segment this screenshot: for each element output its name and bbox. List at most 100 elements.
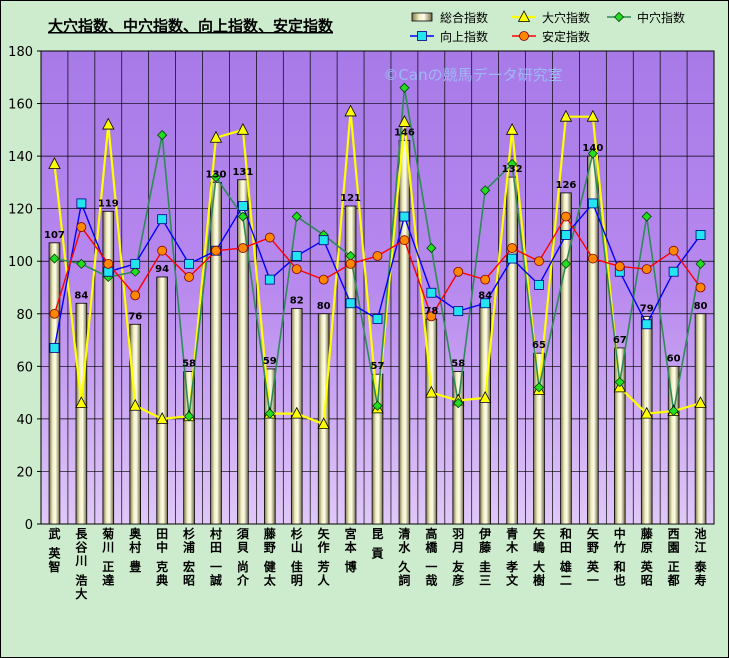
data-point xyxy=(49,343,60,353)
data-point xyxy=(561,230,571,240)
data-label: 140 xyxy=(582,143,603,154)
bar xyxy=(264,368,276,525)
data-point xyxy=(75,396,88,409)
data-point xyxy=(264,232,275,243)
data-point xyxy=(614,261,625,272)
data-point xyxy=(372,400,383,411)
data-point xyxy=(49,253,60,264)
y-tick-label: 140 xyxy=(8,150,33,165)
category-label: 杉浦 宏昭 xyxy=(183,526,195,588)
data-point xyxy=(236,122,250,135)
data-label: 60 xyxy=(667,353,681,364)
category-label: 杉山 佳明 xyxy=(291,526,303,588)
data-point xyxy=(76,198,87,209)
data-point xyxy=(211,245,221,256)
data-point xyxy=(399,211,410,222)
data-point xyxy=(237,201,248,211)
data-point xyxy=(318,274,329,285)
data-point xyxy=(130,266,141,277)
data-point xyxy=(559,109,573,122)
data-point xyxy=(453,266,464,277)
data-point xyxy=(291,264,302,275)
category-label: 菊川 正達 xyxy=(101,526,114,588)
y-tick-label: 80 xyxy=(16,308,33,323)
data-label: 126 xyxy=(556,180,577,191)
category-label: 昆 貢 xyxy=(371,527,383,561)
y-tick-label: 40 xyxy=(16,413,33,428)
bar xyxy=(183,371,195,525)
data-point xyxy=(641,264,652,275)
data-point xyxy=(103,258,114,269)
data-point xyxy=(587,198,598,209)
data-point xyxy=(453,398,464,409)
data-point xyxy=(534,256,544,267)
y-tick-label: 180 xyxy=(8,45,33,60)
data-point xyxy=(130,290,141,301)
data-point xyxy=(479,391,492,403)
data-point xyxy=(237,243,248,253)
data-label: 76 xyxy=(128,311,142,322)
legend-label: 大穴指数 xyxy=(542,10,590,25)
data-point xyxy=(291,211,302,222)
y-tick-label: 60 xyxy=(16,360,33,375)
bar xyxy=(210,181,222,525)
data-point xyxy=(344,104,357,117)
data-point xyxy=(290,406,303,419)
data-point xyxy=(695,282,706,293)
data-point xyxy=(695,258,706,269)
data-label: 132 xyxy=(502,164,523,175)
data-point xyxy=(317,417,330,430)
data-label: 131 xyxy=(232,167,253,178)
bar xyxy=(506,176,518,525)
data-point xyxy=(49,308,60,319)
legend-swatch xyxy=(411,12,433,22)
data-point xyxy=(157,214,168,225)
data-point xyxy=(48,157,61,169)
data-point xyxy=(507,158,518,170)
data-label: 82 xyxy=(290,296,304,307)
data-point xyxy=(587,253,598,264)
data-point xyxy=(157,245,168,256)
data-point xyxy=(129,398,142,411)
category-label: 和田 雄二 xyxy=(559,526,572,588)
data-point xyxy=(534,279,544,290)
data-label: 121 xyxy=(340,193,361,204)
legend-label: 中穴指数 xyxy=(637,10,685,25)
bar xyxy=(694,313,707,525)
data-point xyxy=(130,258,141,269)
data-point xyxy=(668,405,679,417)
legend-marker xyxy=(519,31,529,41)
data-label: 57 xyxy=(371,361,385,372)
category-label: 奥村 豊 xyxy=(129,526,142,574)
data-point xyxy=(345,298,356,309)
data-label: 80 xyxy=(317,301,331,312)
data-point xyxy=(399,82,410,93)
data-point xyxy=(641,211,652,222)
category-label: 宮本 博 xyxy=(345,526,357,574)
data-point xyxy=(560,258,572,269)
data-point xyxy=(155,412,169,424)
data-label: 94 xyxy=(155,264,169,275)
data-point xyxy=(264,274,275,285)
category-label: 高橋 一哉 xyxy=(425,526,438,588)
chart-title: 大穴指数、中穴指数、向上指数、安定指数 xyxy=(48,17,334,35)
data-label: 59 xyxy=(263,356,277,367)
legend-label: 向上指数 xyxy=(440,29,488,44)
category-label: 村田 一誠 xyxy=(210,526,222,588)
legend-label: 総合指数 xyxy=(440,10,488,25)
data-point xyxy=(586,109,600,122)
y-tick-label: 160 xyxy=(8,98,33,113)
data-label: 107 xyxy=(44,230,65,241)
category-label: 須貝 尚介 xyxy=(236,527,250,588)
bar xyxy=(479,302,491,525)
watermark: ©Canの競馬データ研究室 xyxy=(383,66,562,84)
bar xyxy=(48,242,61,525)
data-point xyxy=(102,117,115,130)
data-point xyxy=(480,185,491,196)
legend-label: 安定指数 xyxy=(542,29,590,44)
data-point xyxy=(157,130,168,141)
data-label: 84 xyxy=(74,290,88,301)
data-point xyxy=(614,377,625,388)
data-point xyxy=(372,251,383,261)
